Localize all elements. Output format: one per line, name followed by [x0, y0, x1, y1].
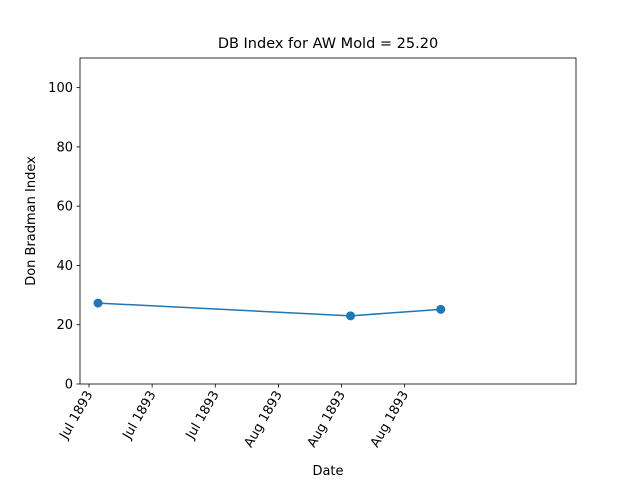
y-tick-label: 0 [65, 378, 73, 393]
y-tick-label: 60 [56, 200, 73, 215]
y-axis-label: Don Bradman Index [24, 156, 39, 286]
x-tick-label: Jul 1893 [57, 389, 97, 443]
y-tick-label: 40 [56, 259, 73, 274]
x-axis-label: Date [312, 464, 343, 479]
data-point [346, 311, 356, 321]
plot-frame [79, 57, 577, 385]
x-tick-label: Aug 1893 [368, 389, 412, 451]
y-tick-label: 100 [48, 81, 73, 96]
x-tick-label: Jul 1893 [120, 389, 160, 443]
data-point [436, 304, 446, 314]
series-layer [93, 298, 446, 321]
series-line [97, 302, 441, 317]
chart-title: DB Index for AW Mold = 25.20 [218, 36, 438, 52]
x-tick-label: Aug 1893 [305, 389, 349, 451]
x-tick-label: Aug 1893 [242, 389, 286, 451]
data-point [93, 298, 103, 308]
axes: 0 20 40 60 80 100 Jul 1893 Jul 1893 Jul 1893 Aug … [48, 81, 412, 450]
x-tick-label: Jul 1893 [183, 389, 223, 443]
y-tick-label: 20 [56, 318, 73, 333]
y-tick-label: 80 [56, 140, 73, 155]
